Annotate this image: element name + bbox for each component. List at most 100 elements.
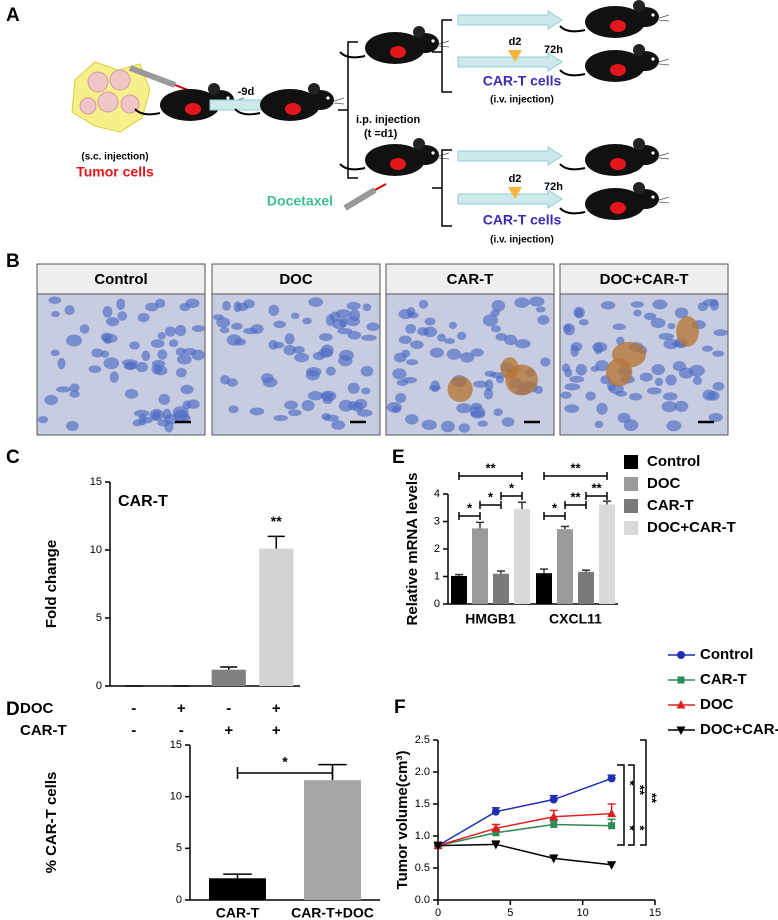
bar	[557, 529, 573, 604]
stain	[505, 364, 538, 396]
point	[491, 840, 501, 850]
nucleus	[175, 367, 187, 378]
error-bar	[561, 525, 569, 530]
significance-bracket	[543, 472, 608, 480]
nucleus	[129, 341, 140, 350]
y-tick-label: 0.0	[415, 894, 430, 906]
condition-cell: -	[226, 700, 231, 717]
nucleus	[268, 304, 280, 316]
nucleus	[66, 334, 82, 347]
nucleus	[663, 338, 679, 350]
error-bar	[455, 573, 463, 576]
legend-marker	[677, 651, 685, 659]
point	[607, 774, 616, 783]
nucleus	[501, 417, 515, 427]
nucleus	[124, 388, 139, 399]
nucleus	[470, 348, 484, 357]
nucleus	[331, 319, 347, 330]
nucleus	[48, 296, 62, 304]
label: 72h	[544, 44, 563, 56]
nucleus	[713, 329, 729, 337]
nucleus	[301, 399, 315, 412]
nucleus	[168, 339, 179, 348]
nucleus	[674, 400, 689, 412]
nucleus	[689, 364, 705, 377]
bar	[211, 669, 246, 686]
nucleus	[361, 387, 371, 395]
nucleus	[654, 377, 664, 387]
y-tick-label: 2	[434, 543, 440, 555]
nucleus	[109, 371, 119, 383]
bar	[304, 780, 361, 900]
point	[607, 861, 617, 870]
x-tick-label: 15	[649, 907, 661, 919]
nucleus	[226, 334, 242, 346]
point	[492, 829, 500, 837]
nucleus	[440, 420, 455, 433]
error-bar	[220, 666, 238, 670]
nucleus	[164, 326, 176, 337]
nucleus	[158, 393, 171, 405]
nucleus	[226, 378, 238, 387]
nucleus	[292, 346, 305, 354]
nucleus	[216, 317, 231, 328]
nucleus	[578, 319, 589, 326]
nucleus	[410, 340, 424, 349]
nucleus	[345, 316, 361, 327]
nucleus	[405, 323, 417, 334]
nucleus	[709, 299, 719, 311]
nucleus	[430, 380, 440, 393]
nucleus	[106, 317, 120, 327]
significance-bracket	[479, 501, 502, 509]
nucleus	[457, 331, 467, 341]
point	[549, 795, 558, 804]
legend-label: Control	[647, 453, 700, 470]
nucleus	[338, 355, 353, 367]
nucleus	[652, 299, 668, 310]
nucleus	[294, 352, 310, 363]
nucleus	[429, 347, 444, 358]
nucleus	[51, 311, 60, 318]
nucleus	[132, 419, 143, 427]
nucleus	[91, 348, 104, 358]
arrow	[457, 146, 563, 166]
nucleus	[630, 301, 645, 308]
condition-cell: -	[179, 722, 184, 739]
label: (i.v. injection)	[490, 95, 554, 106]
nucleus	[398, 308, 413, 320]
nucleus	[66, 420, 79, 431]
schematic: (s.c. injection) Tumor cells -9d i.p. in…	[71, 0, 670, 246]
condition-label: CAR-T	[20, 722, 67, 739]
annotation: *	[623, 825, 638, 831]
nucleus	[405, 414, 419, 425]
nucleus	[573, 306, 585, 319]
panel-label: A	[6, 5, 20, 26]
nucleus	[319, 333, 333, 342]
nucleus	[528, 296, 545, 307]
nucleus	[185, 298, 200, 309]
nucleus	[157, 332, 166, 340]
nucleus	[312, 351, 326, 361]
bracket	[432, 19, 452, 93]
legend-label: DOC+CAR-T	[700, 721, 778, 738]
nucleus	[456, 403, 473, 414]
bracket	[432, 149, 452, 227]
nucleus	[570, 345, 579, 357]
nucleus	[186, 399, 200, 409]
nucleus	[137, 312, 150, 323]
nucleus	[491, 299, 506, 312]
point	[550, 820, 558, 828]
nucleus	[231, 322, 243, 330]
legend-swatch	[624, 499, 638, 513]
mouse	[559, 0, 670, 39]
nucleus	[103, 337, 112, 344]
nucleus	[395, 392, 407, 404]
annotation: **	[633, 785, 648, 796]
y-tick-label: 3	[434, 515, 440, 527]
condition-cell: -	[131, 722, 136, 739]
legend-marker	[676, 700, 686, 709]
nucleus	[459, 352, 475, 363]
significance-bracket	[500, 492, 523, 500]
point	[491, 823, 501, 832]
